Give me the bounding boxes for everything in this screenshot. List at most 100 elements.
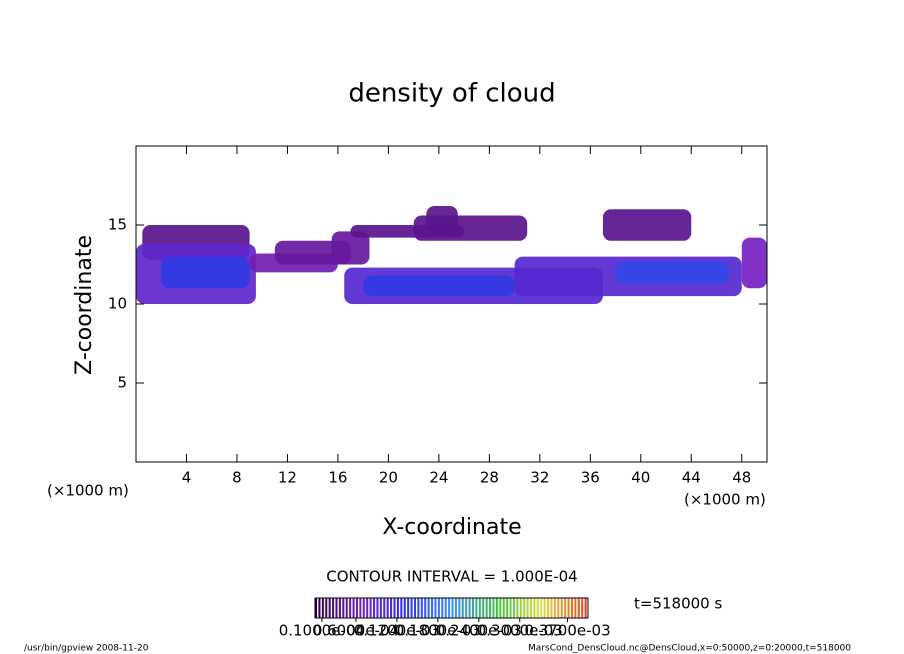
cloud-cell <box>363 275 515 297</box>
y-tick-label: 10 <box>108 295 127 313</box>
y-tick-label: 5 <box>117 374 127 392</box>
colorbar-stripe <box>355 598 358 618</box>
chart-title: density of cloud <box>348 79 555 109</box>
x-tick-label: 36 <box>581 469 600 487</box>
colorbar-tick-label: 0.3700e-03 <box>524 622 610 640</box>
colorbar-stripe <box>482 598 485 618</box>
colorbar-stripe <box>383 598 386 618</box>
x-tick-label: 8 <box>232 469 242 487</box>
colorbar-stripe <box>584 598 587 618</box>
colorbar-stripe <box>577 598 580 618</box>
cloud-cell <box>331 231 370 265</box>
colorbar-stripe <box>420 598 423 618</box>
colorbar-stripe <box>540 598 543 618</box>
colorbar-stripe <box>458 598 461 618</box>
colorbar-stripe <box>362 598 365 618</box>
colorbar-stripe <box>506 598 509 618</box>
colorbar-stripe <box>495 598 498 618</box>
colorbar-stripe <box>386 598 389 618</box>
colorbar-stripe <box>543 598 546 618</box>
colorbar-stripe <box>468 598 471 618</box>
colorbar-stripe <box>403 598 406 618</box>
x-tick-label: 16 <box>328 469 347 487</box>
colorbar-tick-label: 0.1000e-04 <box>279 622 365 640</box>
colorbar-tick-label: 0.1200e-03 <box>354 622 440 640</box>
colorbar-stripe <box>410 598 413 618</box>
y-tick-label: 15 <box>108 216 127 234</box>
colorbar-stripe <box>441 598 444 618</box>
colorbar-stripe <box>338 598 341 618</box>
colorbar-stripe <box>407 598 410 618</box>
colorbar-tick-label: 0.1800e-03 <box>395 622 481 640</box>
colorbar-stripe <box>427 598 430 618</box>
colorbar-stripe <box>567 598 570 618</box>
colorbar-stripe <box>581 598 584 618</box>
colorbar-stripe <box>485 598 488 618</box>
x-axis-label: X-coordinate <box>382 515 521 540</box>
colorbar-stripe <box>560 598 563 618</box>
colorbar-stripe <box>315 598 318 618</box>
colorbar-stripe <box>564 598 567 618</box>
colorbar-tick-label: 0.3000e-03 <box>477 622 563 640</box>
colorbar-stripe <box>523 598 526 618</box>
colorbar-stripe <box>448 598 451 618</box>
colorbar-stripe <box>321 598 324 618</box>
colorbar-stripe <box>332 598 335 618</box>
x-tick-label: 44 <box>682 469 701 487</box>
colorbar-tick-label: 0.2400e-03 <box>436 622 522 640</box>
colorbar-stripe <box>461 598 464 618</box>
colorbar-stripe <box>396 598 399 618</box>
colorbar-stripe <box>366 598 369 618</box>
time-label: t=518000 s <box>634 595 722 613</box>
colorbar-stripe <box>478 598 481 618</box>
colorbar-frame <box>314 597 589 619</box>
colorbar-stripe <box>369 598 372 618</box>
y-unit: (×1000 m) <box>47 482 129 500</box>
x-tick-label: 12 <box>278 469 297 487</box>
colorbar-stripe <box>444 598 447 618</box>
colorbar-stripe <box>570 598 573 618</box>
cloud-cell <box>615 261 730 284</box>
colorbar-stripe <box>454 598 457 618</box>
colorbar-stripe <box>475 598 478 618</box>
colorbar-stripe <box>345 598 348 618</box>
colorbar-stripe <box>536 598 539 618</box>
colorbar-stripe <box>471 598 475 618</box>
colorbar-stripe <box>519 598 522 618</box>
colorbar-stripe <box>553 598 556 618</box>
cloud-cell <box>741 237 767 289</box>
colorbar-stripe <box>451 598 454 618</box>
colorbar-stripe <box>533 598 536 618</box>
colorbar-stripe <box>509 598 512 618</box>
colorbar-stripe <box>465 598 468 618</box>
colorbar-stripe <box>489 598 492 618</box>
x-tick-label: 24 <box>429 469 448 487</box>
colorbar-stripe <box>424 598 427 618</box>
x-tick-label: 32 <box>530 469 549 487</box>
colorbar-stripe <box>325 598 328 618</box>
colorbar-stripe <box>547 598 550 618</box>
colorbar-stripe <box>352 598 355 618</box>
colorbar-stripe <box>417 598 420 618</box>
cloud-cell <box>602 209 692 241</box>
colorbar-stripe <box>318 598 321 618</box>
colorbar-stripe <box>492 598 495 618</box>
x-unit: (×1000 m) <box>684 491 766 509</box>
colorbar-stripe <box>359 598 362 618</box>
colorbar-stripe <box>328 598 331 618</box>
colorbar-stripe <box>526 598 529 618</box>
colorbar-stripe <box>557 598 560 618</box>
x-tick-label: 20 <box>379 469 398 487</box>
colorbar-stripe <box>349 598 352 618</box>
colorbar-stripe <box>335 598 338 618</box>
colorbar-stripe <box>574 598 577 618</box>
footer-left: /usr/bin/gpview 2008-11-20 <box>24 644 149 654</box>
colorbar-stripe <box>400 598 403 618</box>
colorbar-stripe <box>379 598 382 618</box>
colorbar-stripe <box>502 598 505 618</box>
colorbar-stripe <box>431 598 434 618</box>
colorbar-stripe <box>550 598 553 618</box>
x-tick-label: 48 <box>732 469 751 487</box>
colorbar-stripe <box>499 598 502 618</box>
colorbar-stripe <box>390 598 393 618</box>
